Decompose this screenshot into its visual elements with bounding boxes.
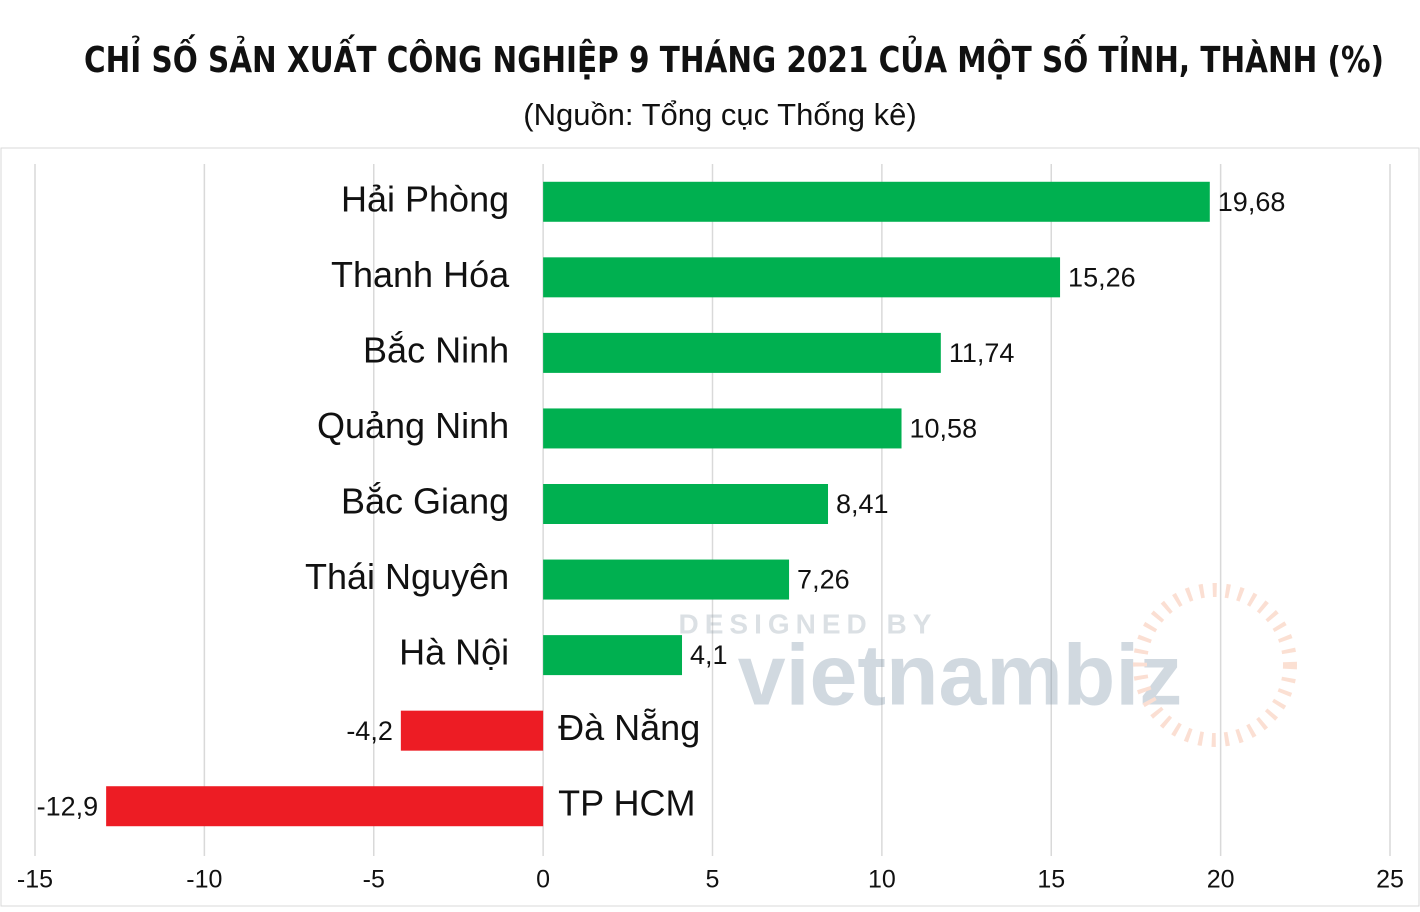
category-label: Hà Nội xyxy=(399,632,509,673)
x-tick-label: -10 xyxy=(186,866,222,894)
watermark-text: vietnambiz xyxy=(738,628,1182,724)
x-tick-label: 10 xyxy=(868,866,896,894)
bar xyxy=(400,710,544,751)
x-tick-label: 15 xyxy=(1037,866,1065,894)
value-label: 19,68 xyxy=(1218,187,1286,217)
value-label: 7,26 xyxy=(797,565,850,595)
bar xyxy=(543,484,829,524)
category-label: Thái Nguyên xyxy=(305,556,509,597)
value-label: -4,2 xyxy=(346,716,393,746)
category-label: Hải Phòng xyxy=(341,178,509,219)
x-tick-label: 20 xyxy=(1207,866,1235,894)
bar xyxy=(543,332,941,373)
x-tick-label: 5 xyxy=(706,866,720,894)
value-label: 11,74 xyxy=(949,338,1015,368)
watermark-text: DESIGNED BY xyxy=(679,608,938,639)
x-tick-label: -5 xyxy=(363,866,385,894)
watermark: DESIGNED BY vietnambiz xyxy=(679,583,1297,747)
bar xyxy=(543,257,1061,298)
value-label: -12,9 xyxy=(37,791,99,821)
bar xyxy=(543,559,790,600)
x-tick-label: 0 xyxy=(536,866,550,894)
bar xyxy=(543,181,1210,222)
plot-frame xyxy=(0,147,1420,907)
category-label: Quảng Ninh xyxy=(317,405,509,446)
value-label: 10,58 xyxy=(910,414,978,444)
bar xyxy=(543,635,683,676)
category-label: Bắc Giang xyxy=(341,481,509,522)
x-tick-label: 25 xyxy=(1376,866,1404,894)
category-label: TP HCM xyxy=(558,783,695,824)
chart-title: CHỈ SỐ SẢN XUẤT CÔNG NGHIỆP 9 THÁNG 2021… xyxy=(84,34,1384,81)
bar xyxy=(543,408,902,449)
category-label: Thanh Hóa xyxy=(331,254,510,295)
chart-subtitle: (Nguồn: Tổng cục Thống kê) xyxy=(523,97,916,132)
value-label: 15,26 xyxy=(1068,262,1136,292)
category-label: Bắc Ninh xyxy=(363,329,509,370)
value-label: 4,1 xyxy=(690,640,728,670)
value-label: 8,41 xyxy=(836,489,889,519)
bar xyxy=(106,786,544,827)
category-label: Đà Nẵng xyxy=(558,707,700,748)
watermark-logo xyxy=(1133,583,1297,747)
x-tick-label: -15 xyxy=(17,866,53,894)
